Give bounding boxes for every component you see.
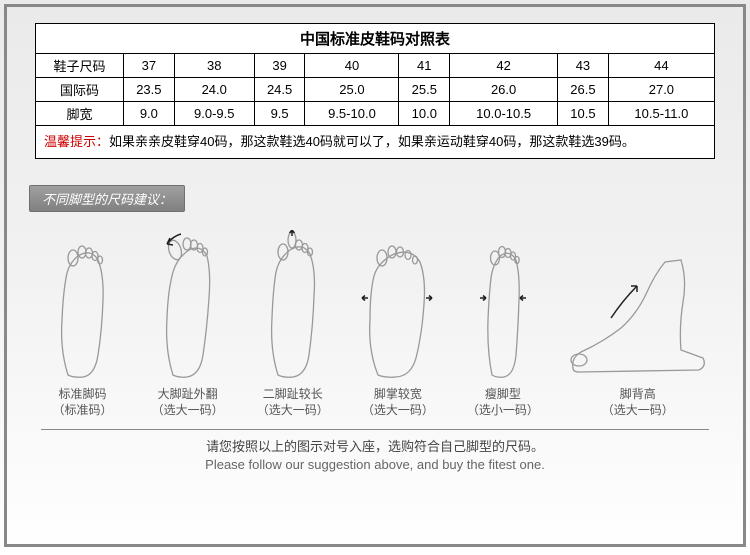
cell: 9.5	[254, 102, 305, 126]
foot-advice: （标准码）	[53, 403, 113, 417]
foot-thin: 瘦脚型 （选小一码）	[453, 240, 552, 420]
foot-icon	[358, 240, 438, 380]
table-row: 鞋子尺码 37 38 39 40 41 42 43 44	[36, 54, 715, 78]
foot-big-toe-out: 大脚趾外翻 （选大一码）	[138, 230, 237, 420]
section-label: 不同脚型的尺码建议：	[29, 185, 185, 212]
foot-name: 标准脚码	[59, 387, 107, 401]
cell: 26.5	[558, 78, 609, 102]
foot-advice: （选大一码）	[257, 403, 329, 417]
tip-row: 温馨提示：如果亲亲皮鞋穿40码，那这款鞋选40码就可以了，如果亲运动鞋穿40码，…	[36, 126, 715, 159]
bottom-en: Please follow our suggestion above, and …	[21, 457, 729, 472]
foot-standard: 标准脚码 （标准码）	[33, 240, 132, 420]
tip-body: 如果亲亲皮鞋穿40码，那这款鞋选40码就可以了，如果亲运动鞋穿40码，那这款鞋选…	[109, 134, 635, 149]
foot-name: 大脚趾外翻	[158, 387, 218, 401]
bottom-text: 请您按照以上的图示对号入座，选购符合自己脚型的尺码。 Please follow…	[21, 436, 729, 472]
table-row: 脚宽 9.0 9.0-9.5 9.5 9.5-10.0 10.0 10.0-10…	[36, 102, 715, 126]
cell: 9.0-9.5	[174, 102, 254, 126]
tip-label: 温馨提示：	[44, 134, 109, 149]
cell: 10.0	[399, 102, 450, 126]
cell: 24.0	[174, 78, 254, 102]
foot-wide: 脚掌较宽 （选大一码）	[348, 240, 447, 420]
divider	[41, 429, 709, 430]
foot-icon	[151, 230, 225, 380]
cell: 24.5	[254, 78, 305, 102]
cell: 38	[174, 54, 254, 78]
foot-high-instep: 脚背高 （选大一码）	[558, 250, 717, 420]
cell: 26.0	[450, 78, 558, 102]
table-title: 中国标准皮鞋码对照表	[36, 24, 715, 54]
cell: 37	[124, 54, 175, 78]
foot-second-toe-long: 二脚趾较长 （选大一码）	[243, 230, 342, 420]
cell: 10.0-10.5	[450, 102, 558, 126]
foot-advice: （选大一码）	[152, 403, 224, 417]
size-chart-table: 中国标准皮鞋码对照表 鞋子尺码 37 38 39 40 41 42 43 44 …	[35, 23, 715, 159]
foot-name: 脚掌较宽	[374, 387, 422, 401]
foot-icon	[258, 230, 328, 380]
cell: 25.5	[399, 78, 450, 102]
bottom-cn: 请您按照以上的图示对号入座，选购符合自己脚型的尺码。	[21, 436, 729, 455]
foot-advice: （选大一码）	[362, 403, 434, 417]
row-label: 脚宽	[36, 102, 124, 126]
foot-icon	[48, 240, 118, 380]
table-row: 国际码 23.5 24.0 24.5 25.0 25.5 26.0 26.5 2…	[36, 78, 715, 102]
foot-advice: （选大一码）	[602, 403, 674, 417]
row-label: 鞋子尺码	[36, 54, 124, 78]
cell: 44	[608, 54, 714, 78]
cell: 27.0	[608, 78, 714, 102]
cell: 43	[558, 54, 609, 78]
foot-advice: （选小一码）	[467, 403, 539, 417]
cell: 10.5-11.0	[608, 102, 714, 126]
cell: 9.5-10.0	[305, 102, 399, 126]
cell: 9.0	[124, 102, 175, 126]
cell: 39	[254, 54, 305, 78]
foot-name: 二脚趾较长	[263, 387, 323, 401]
foot-name: 脚背高	[620, 387, 656, 401]
feet-row: 标准脚码 （标准码） 大脚趾外翻 （选大一码） 二脚趾较长 （选大一码） 脚掌较宽 （选…	[33, 230, 717, 420]
cell: 10.5	[558, 102, 609, 126]
cell: 25.0	[305, 78, 399, 102]
foot-icon	[472, 240, 534, 380]
cell: 40	[305, 54, 399, 78]
cell: 42	[450, 54, 558, 78]
cell: 23.5	[124, 78, 175, 102]
row-label: 国际码	[36, 78, 124, 102]
cell: 41	[399, 54, 450, 78]
container: 中国标准皮鞋码对照表 鞋子尺码 37 38 39 40 41 42 43 44 …	[4, 4, 746, 547]
foot-name: 瘦脚型	[485, 387, 521, 401]
foot-side-icon	[563, 250, 713, 380]
